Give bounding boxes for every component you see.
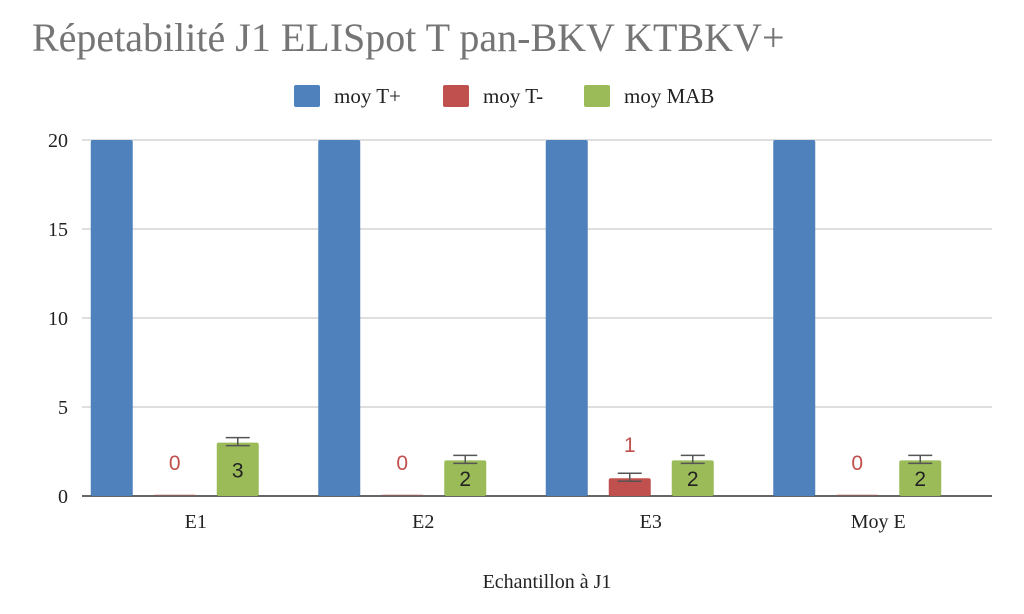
bar-moy-mab-moy-e — [899, 460, 942, 496]
chart-title: Répetabilité J1 ELISpot T pan-BKV KTBKV+ — [32, 15, 785, 60]
bar-moy-mab-e3 — [671, 460, 714, 496]
legend-swatch — [294, 85, 320, 107]
data-label: 1 — [624, 434, 636, 457]
y-tick-label: 20 — [48, 130, 68, 152]
bar-moy-t--e1 — [153, 494, 196, 496]
bar-moy-t+-e1 — [90, 140, 133, 496]
bar-moy-t--e2 — [381, 494, 424, 496]
bar-moy-mab-e1 — [216, 442, 259, 496]
data-label: 3 — [232, 459, 244, 482]
x-tick-label: E2 — [412, 511, 434, 533]
legend-swatch — [443, 85, 469, 107]
x-tick-label: E3 — [640, 511, 662, 533]
bar-moy-t--moy-e — [836, 494, 879, 496]
data-label: 0 — [169, 452, 181, 475]
legend-label: moy MAB — [624, 84, 714, 108]
data-label: 0 — [396, 452, 408, 475]
bar-moy-t--e3 — [608, 478, 651, 496]
y-tick-label: 5 — [58, 397, 68, 419]
bar-moy-mab-e2 — [444, 460, 487, 496]
x-tick-label: E1 — [185, 511, 207, 533]
y-tick-label: 10 — [48, 308, 68, 330]
data-label: 2 — [687, 468, 699, 491]
bar-moy-t+-e2 — [318, 140, 361, 496]
data-label: 0 — [851, 452, 863, 475]
x-axis-title: Echantillon à J1 — [483, 571, 612, 593]
data-label: 2 — [459, 468, 471, 491]
bar-moy-t+-e3 — [545, 140, 588, 496]
legend-swatch — [584, 85, 610, 107]
data-label: 2 — [914, 468, 926, 491]
legend-label: moy T+ — [334, 84, 401, 108]
y-tick-label: 0 — [58, 486, 68, 508]
y-tick-label: 15 — [48, 219, 68, 241]
bar-moy-t+-moy-e — [773, 140, 816, 496]
legend-label: moy T- — [483, 84, 543, 108]
x-tick-label: Moy E — [851, 511, 906, 533]
